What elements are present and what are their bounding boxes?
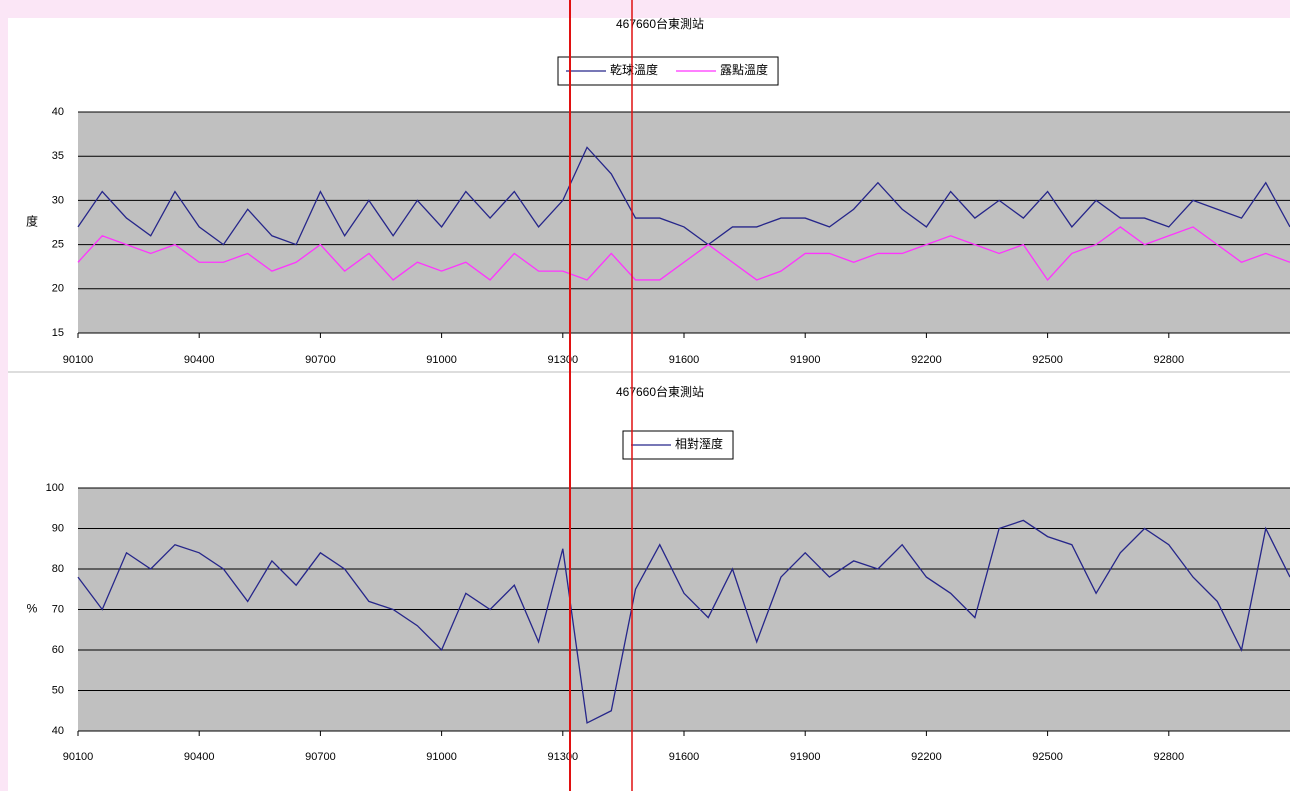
x-tick-label: 90700	[305, 354, 336, 366]
y-tick-label: 30	[52, 194, 64, 206]
y-tick-label: 100	[46, 482, 64, 494]
x-tick-label: 91600	[669, 751, 700, 763]
x-tick-label: 92200	[911, 354, 942, 366]
x-tick-label: 91000	[426, 751, 457, 763]
y-tick-label: 25	[52, 239, 64, 251]
y-tick-label: 15	[52, 327, 64, 339]
x-tick-label: 90700	[305, 751, 336, 763]
x-tick-label: 90400	[184, 354, 215, 366]
x-tick-label: 90400	[184, 751, 215, 763]
x-tick-label: 92800	[1154, 751, 1185, 763]
x-tick-label: 91000	[426, 354, 457, 366]
y-tick-label: 70	[52, 603, 64, 615]
x-tick-label: 91900	[790, 751, 821, 763]
header-strip	[0, 0, 1290, 18]
page: 467660台東測站152025303540度90100904009070091…	[0, 0, 1290, 791]
y-tick-label: 60	[52, 644, 64, 656]
y-axis-label: %	[27, 602, 38, 616]
x-tick-label: 92800	[1154, 354, 1185, 366]
x-tick-label: 91900	[790, 354, 821, 366]
y-tick-label: 35	[52, 150, 64, 162]
y-tick-label: 20	[52, 283, 64, 295]
y-tick-label: 40	[52, 725, 64, 737]
chart-title: 467660台東測站	[616, 384, 704, 399]
x-tick-label: 92200	[911, 751, 942, 763]
legend-label: 乾球溫度	[610, 62, 658, 77]
y-tick-label: 90	[52, 522, 64, 534]
x-tick-label: 90100	[63, 354, 94, 366]
y-tick-label: 50	[52, 684, 64, 696]
y-tick-label: 80	[52, 563, 64, 575]
x-tick-label: 91600	[669, 354, 700, 366]
legend-label: 露點溫度	[720, 62, 768, 77]
x-tick-label: 90100	[63, 751, 94, 763]
y-tick-label: 40	[52, 106, 64, 118]
x-tick-label: 91300	[548, 751, 579, 763]
legend-label: 相對溼度	[675, 436, 723, 451]
x-tick-label: 92500	[1032, 354, 1063, 366]
y-axis-label: 度	[26, 214, 38, 229]
x-tick-label: 92500	[1032, 751, 1063, 763]
x-tick-label: 91300	[548, 354, 579, 366]
chart-title: 467660台東測站	[616, 16, 704, 31]
